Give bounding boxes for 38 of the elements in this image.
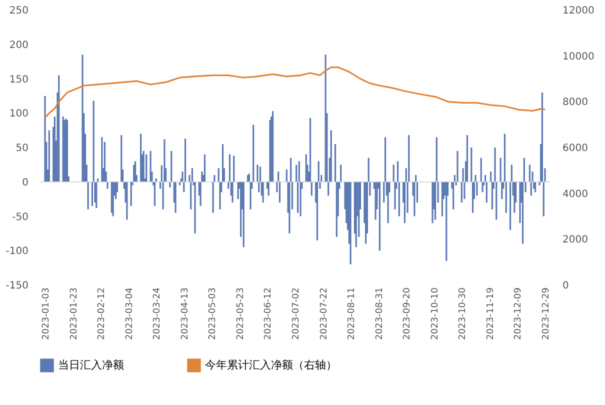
x-tick-label: 2023-01-03 xyxy=(42,288,52,340)
y2-tick-label: 4000 xyxy=(562,188,588,200)
x-tick-label: 2023-01-23 xyxy=(69,288,80,340)
legend-label: 今年累计汇入净额（右轴） xyxy=(205,358,337,372)
x-tick-label: 2023-05-23 xyxy=(236,288,246,340)
y-tick-label: 0 xyxy=(22,177,28,188)
x-tick-label: 2023-03-04 xyxy=(124,287,135,340)
y-tick-label: -50 xyxy=(12,212,28,223)
y-tick-label: -100 xyxy=(6,246,28,258)
y2-tick-label: 12000 xyxy=(562,6,594,16)
y2-tick-label: 2000 xyxy=(562,234,588,246)
y2-tick-label: 0 xyxy=(562,280,569,292)
x-tick-label: 2023-10-10 xyxy=(430,287,440,340)
y2-tick-label: 6000 xyxy=(562,143,588,154)
y-tick-label: 150 xyxy=(9,74,28,86)
x-tick-label: 2023-12-09 xyxy=(514,287,524,340)
y2-tick-label: 8000 xyxy=(562,97,588,108)
x-tick-label: 2023-02-12 xyxy=(97,288,108,340)
x-tick-label: 2023-09-20 xyxy=(402,287,413,340)
x-tick-label: 2023-08-11 xyxy=(347,288,358,340)
y-tick-label: 100 xyxy=(9,108,28,120)
y2-tick-label: 10000 xyxy=(562,51,594,62)
x-tick-label: 2023-03-24 xyxy=(152,287,163,340)
line-series xyxy=(44,66,546,119)
legend-label: 当日汇入净额 xyxy=(58,358,124,372)
x-tick-label: 2023-11-19 xyxy=(486,287,496,340)
y-tick-label: 50 xyxy=(16,143,28,154)
x-tick-label: 2023-05-03 xyxy=(208,288,218,340)
y-tick-label: 250 xyxy=(9,6,28,16)
x-tick-label: 2023-06-12 xyxy=(264,288,274,340)
x-tick-label: 2023-07-02 xyxy=(292,288,302,340)
x-tick-label: 2023-04-13 xyxy=(180,288,190,340)
x-tick-label: 2023-12-29 xyxy=(542,287,552,340)
x-tick-label: 2023-10-30 xyxy=(458,287,468,340)
y-tick-label: 200 xyxy=(9,40,28,51)
x-tick-label: 2023-08-31 xyxy=(374,288,385,340)
x-tick-label: 2023-07-22 xyxy=(319,288,330,340)
y-tick-label: -150 xyxy=(6,280,28,292)
